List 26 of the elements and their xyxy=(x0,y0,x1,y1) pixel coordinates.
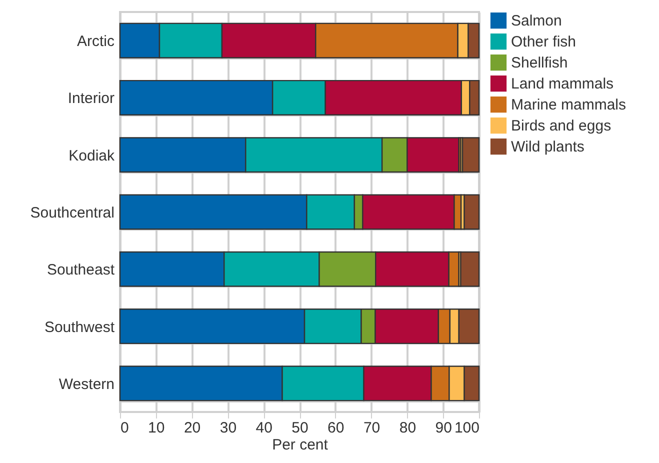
legend-label: Birds and eggs xyxy=(511,118,612,134)
x-tick-label: 30 xyxy=(220,420,237,436)
x-tick-label: 100 xyxy=(454,420,480,436)
x-tick-label: 20 xyxy=(184,420,201,436)
legend-label: Wild plants xyxy=(511,138,584,156)
legend-label: Land mammals xyxy=(511,76,614,92)
y-tick-label: Arctic xyxy=(77,33,115,50)
legend-label: Other fish xyxy=(511,34,576,50)
legend-label: Marine mammals xyxy=(511,96,626,114)
y-tick-label: Southeast xyxy=(46,262,116,279)
y-tick-label: Interior xyxy=(68,90,114,108)
x-tick-label: 80 xyxy=(399,420,416,436)
y-tick-label: Southcentral xyxy=(30,204,114,222)
y-tick-label: Kodiak xyxy=(68,147,115,164)
y-tick-label: Southwest xyxy=(44,318,116,336)
x-tick-label: 50 xyxy=(292,420,308,436)
x-tick-label: 0 xyxy=(120,420,129,436)
y-tick-label: Western xyxy=(58,376,114,393)
legend-label: Salmon xyxy=(511,12,562,30)
x-axis-title: Per cent xyxy=(272,436,329,454)
x-tick-label: 90 xyxy=(435,420,452,436)
x-tick-label: 70 xyxy=(363,420,380,436)
x-tick-label: 10 xyxy=(148,420,165,436)
legend-label: Shellfish xyxy=(511,54,568,72)
x-tick-label: 60 xyxy=(328,420,344,436)
x-tick-label: 40 xyxy=(256,420,272,436)
